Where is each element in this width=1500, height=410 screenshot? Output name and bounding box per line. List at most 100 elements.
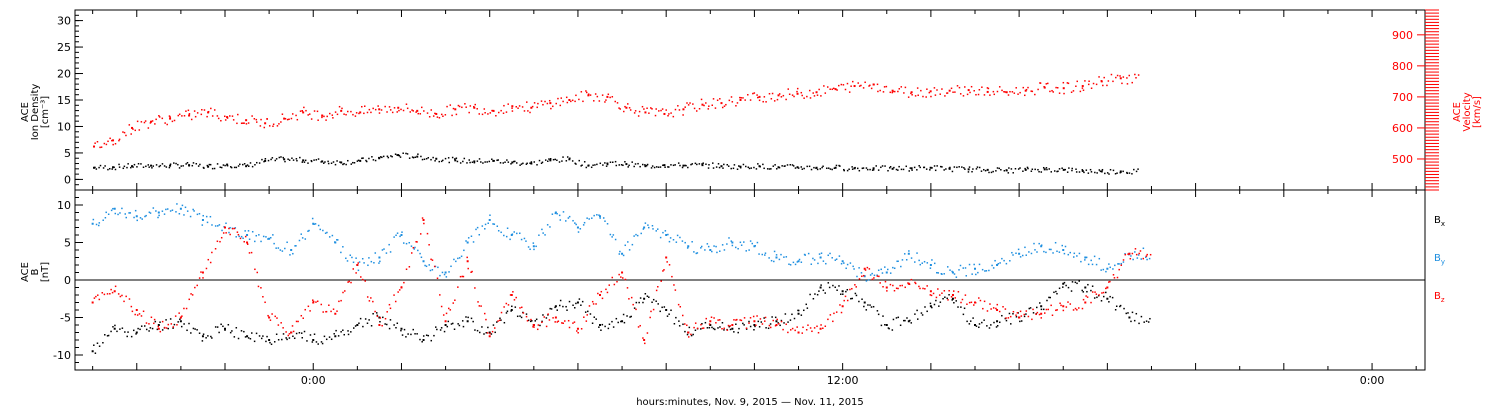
data-point [1100, 80, 1103, 83]
data-point [742, 97, 744, 99]
data-point [144, 215, 146, 218]
data-point [443, 273, 446, 276]
data-point [1085, 295, 1087, 297]
data-point [575, 302, 577, 305]
data-point [759, 165, 761, 168]
data-point [1101, 292, 1103, 294]
data-point [888, 167, 891, 169]
data-point [325, 119, 327, 121]
data-point [491, 330, 494, 333]
data-point [714, 328, 716, 331]
data-point [876, 274, 878, 276]
data-point [547, 160, 549, 162]
data-point [352, 161, 354, 164]
data-point [112, 326, 114, 328]
data-point [813, 327, 816, 329]
data-point [519, 232, 521, 235]
data-point [884, 266, 886, 268]
data-point [846, 263, 849, 266]
data-point [1135, 77, 1137, 79]
data-point [831, 88, 833, 91]
data-point [651, 108, 653, 110]
data-point [631, 161, 633, 163]
data-point [441, 271, 444, 274]
data-point [1082, 298, 1085, 301]
data-point [721, 244, 724, 246]
data-point [637, 326, 640, 328]
data-point [322, 229, 324, 232]
data-point [630, 315, 632, 318]
data-point [1065, 284, 1067, 287]
data-point [681, 166, 684, 169]
data-point [345, 163, 347, 166]
data-point [95, 168, 98, 170]
data-point [559, 299, 562, 302]
data-point [355, 257, 357, 259]
data-point [327, 162, 330, 165]
data-point [254, 164, 256, 166]
data-point [510, 163, 512, 165]
data-point [400, 327, 403, 330]
data-point [469, 105, 472, 107]
data-point [1058, 251, 1061, 253]
data-point [226, 163, 229, 166]
data-point [1087, 172, 1090, 174]
data-point [330, 310, 332, 313]
data-point [197, 165, 200, 167]
data-point [828, 286, 831, 289]
data-point [1122, 170, 1124, 173]
data-point [733, 331, 735, 333]
data-point [1088, 80, 1090, 83]
data-point [94, 166, 96, 169]
data-point [234, 227, 237, 229]
data-point [526, 162, 528, 165]
data-point [1131, 173, 1133, 175]
velocity-series [93, 73, 1140, 149]
data-point [246, 243, 249, 245]
data-point [763, 317, 765, 319]
data-point [378, 256, 381, 259]
data-point [366, 322, 369, 325]
data-point [427, 157, 430, 159]
data-point [708, 326, 711, 329]
data-point [712, 167, 715, 169]
data-point [689, 102, 691, 104]
data-point [900, 265, 902, 268]
data-point [1061, 167, 1063, 169]
data-point [923, 260, 926, 263]
data-point [719, 326, 721, 328]
data-point [288, 118, 290, 121]
data-point [493, 223, 496, 225]
data-point [953, 273, 956, 275]
data-point [1009, 90, 1011, 93]
data-point [719, 98, 721, 100]
data-point [1086, 290, 1088, 293]
data-point [532, 245, 535, 248]
data-point [756, 241, 759, 244]
data-point [1030, 252, 1033, 255]
data-point [345, 257, 347, 260]
data-point [925, 96, 927, 98]
data-point [102, 167, 105, 169]
data-point [379, 156, 382, 158]
data-point [277, 247, 280, 249]
data-point [483, 108, 486, 110]
data-point [417, 112, 420, 115]
data-point [132, 166, 134, 168]
data-point [806, 95, 808, 98]
data-point [818, 88, 820, 91]
data-point [605, 165, 608, 167]
data-point [503, 104, 505, 107]
data-point [149, 327, 152, 329]
data-point [290, 117, 293, 120]
data-point [1076, 80, 1078, 83]
data-point [332, 117, 334, 119]
data-point [317, 119, 319, 121]
data-point [931, 167, 933, 169]
data-point [512, 291, 514, 293]
data-point [485, 318, 487, 321]
data-point [882, 91, 885, 93]
data-point [1001, 314, 1003, 317]
data-point [751, 242, 754, 245]
data-point [309, 310, 311, 312]
